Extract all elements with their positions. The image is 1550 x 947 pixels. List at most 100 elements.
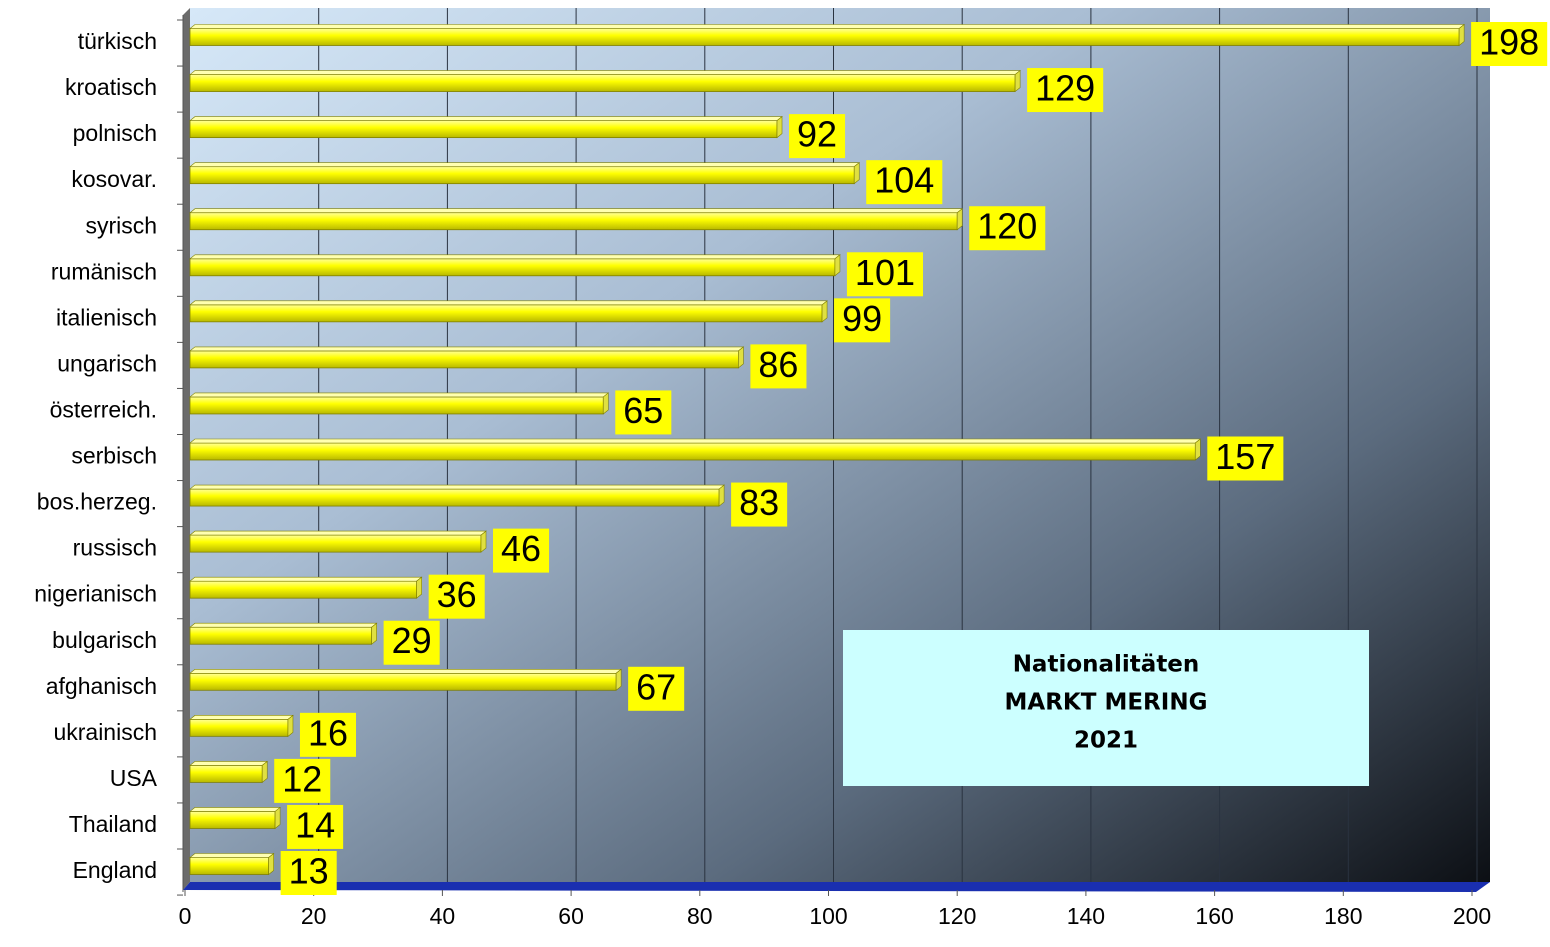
data-label: 129 xyxy=(1035,68,1095,109)
bar xyxy=(189,672,617,691)
bar-top xyxy=(189,300,828,306)
data-label-background xyxy=(969,206,1046,251)
bar-end xyxy=(834,254,841,277)
x-tick-label: 0 xyxy=(179,903,192,929)
y-tick-label: österreich. xyxy=(50,397,157,423)
bar-end xyxy=(416,576,422,599)
bar xyxy=(189,350,739,369)
x-tick-label: 40 xyxy=(430,903,456,929)
bar-end xyxy=(738,346,744,369)
bar-end xyxy=(776,115,783,139)
data-label-background xyxy=(628,666,685,711)
x-tick-label: 80 xyxy=(687,903,713,929)
y-tick-label: afghanisch xyxy=(46,673,157,699)
bar xyxy=(189,442,1196,461)
bar xyxy=(189,811,276,829)
bar xyxy=(189,580,418,599)
data-label: 157 xyxy=(1215,436,1275,477)
data-label-background xyxy=(383,620,440,665)
bar-top xyxy=(189,116,783,121)
title-line: Nationalitäten xyxy=(1013,652,1200,678)
y-tick-label: ukrainisch xyxy=(53,719,157,745)
data-label: 16 xyxy=(308,712,348,753)
y-tick-label: italienisch xyxy=(56,304,157,330)
data-label: 86 xyxy=(758,344,798,385)
bar-top xyxy=(189,576,423,582)
bar-end xyxy=(821,300,828,323)
data-label-background xyxy=(274,758,331,803)
bar-top xyxy=(189,530,487,536)
side-wall xyxy=(183,8,190,890)
bar-end xyxy=(274,806,281,830)
y-tick-label: ungarisch xyxy=(57,350,157,376)
bar xyxy=(189,304,823,323)
y-tick-label: Thailand xyxy=(69,811,157,837)
bar xyxy=(189,626,373,645)
data-label-background xyxy=(287,804,344,849)
bar-end xyxy=(480,530,487,553)
y-tick-label: kosovar. xyxy=(71,166,157,192)
y-tick-label: England xyxy=(73,857,157,883)
y-tick-label: bulgarisch xyxy=(52,627,157,653)
bar-end xyxy=(602,392,609,415)
y-tick-label: nigerianisch xyxy=(34,581,157,607)
bar-top xyxy=(189,668,623,674)
y-tick-label: russisch xyxy=(73,535,157,561)
title-background xyxy=(843,630,1369,786)
data-label-background xyxy=(866,160,943,205)
bar xyxy=(189,857,270,875)
bar-top xyxy=(189,346,745,352)
data-label-background xyxy=(428,574,485,619)
data-label: 67 xyxy=(636,666,676,707)
bar-end xyxy=(956,208,963,231)
bar-top xyxy=(189,715,294,720)
y-tick-label: polnisch xyxy=(73,120,157,146)
bar-top xyxy=(189,392,610,398)
y-tick-label: kroatisch xyxy=(65,74,157,100)
bar xyxy=(189,534,482,553)
bar-top xyxy=(189,853,275,858)
bar-end xyxy=(1014,69,1021,93)
bar-top xyxy=(189,162,861,167)
data-label-background xyxy=(846,252,924,297)
y-tick-label: türkisch xyxy=(78,28,157,54)
x-tick-label: 200 xyxy=(1453,903,1491,929)
data-label-background xyxy=(1027,68,1104,113)
data-label: 13 xyxy=(289,851,329,892)
bar-top xyxy=(189,438,1202,444)
y-tick-label: bos.herzeg. xyxy=(37,489,157,515)
floor xyxy=(183,882,1490,892)
bar-top xyxy=(189,208,964,214)
data-label-background xyxy=(1471,22,1548,66)
title-line: MARKT MERING xyxy=(1005,690,1208,716)
x-tick-label: 140 xyxy=(1067,903,1105,929)
data-label: 104 xyxy=(874,160,934,201)
bar xyxy=(189,396,604,415)
x-tick-label: 20 xyxy=(301,903,327,929)
bar-end xyxy=(1458,23,1465,47)
data-label-background xyxy=(280,851,337,895)
data-label-background xyxy=(1207,436,1284,481)
bar xyxy=(189,74,1016,92)
x-tick-label: 180 xyxy=(1324,903,1362,929)
data-label: 101 xyxy=(855,252,915,293)
bar xyxy=(189,166,855,185)
bar-top xyxy=(189,254,841,260)
data-label: 92 xyxy=(797,114,837,155)
x-tick-label: 100 xyxy=(809,903,847,929)
bar xyxy=(189,212,958,231)
x-tick-label: 120 xyxy=(938,903,976,929)
bar-end xyxy=(371,622,377,645)
x-tick-label: 60 xyxy=(558,903,584,929)
bar xyxy=(189,764,263,783)
data-label-background xyxy=(493,528,550,573)
bar xyxy=(189,258,836,277)
bar-end xyxy=(268,852,274,876)
bar-end xyxy=(853,162,860,185)
y-tick-label: syrisch xyxy=(85,212,157,238)
y-tick-label: USA xyxy=(110,765,158,791)
data-label-background xyxy=(750,344,807,389)
x-tick-label: 160 xyxy=(1195,903,1233,929)
